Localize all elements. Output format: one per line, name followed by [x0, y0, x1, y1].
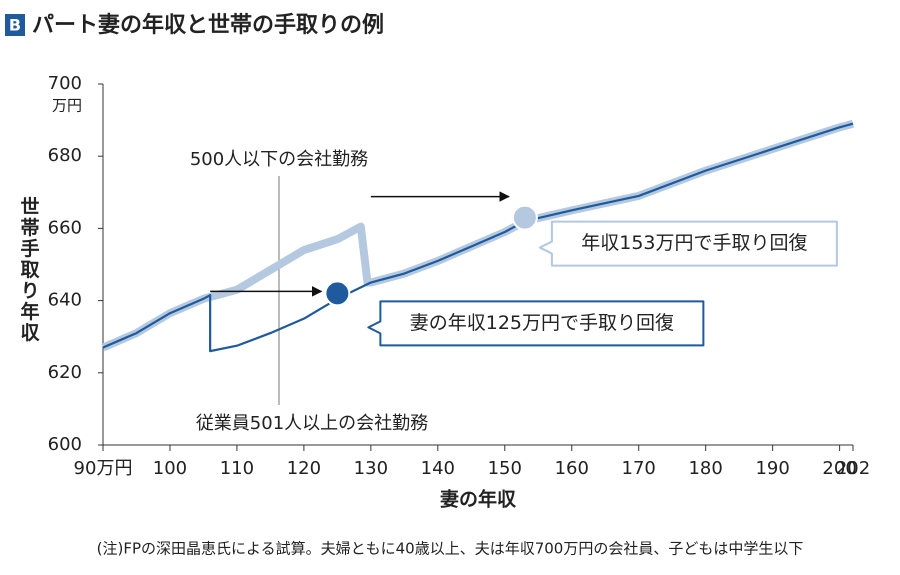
- x-tick-label: 200: [822, 458, 856, 479]
- callout: [538, 220, 838, 267]
- x-tick-label: 100: [153, 458, 187, 479]
- y-unit: 万円: [52, 97, 82, 115]
- badge-box: [5, 14, 25, 36]
- chart-title: パート妻の年収と世帯の手取りの例: [32, 12, 384, 38]
- x-tick-label: 150: [488, 458, 522, 479]
- callout: [367, 300, 705, 347]
- x-axis-title: 妻の年収: [440, 488, 517, 511]
- note: (注)FPの深田晶恵氏による試算。夫婦ともに40歳以上、夫は年収700万円の会社…: [97, 540, 804, 558]
- callout-label: 妻の年収125万円で手取り回復: [410, 312, 674, 334]
- x-tick-label: 190: [755, 458, 789, 479]
- marker: [324, 280, 351, 307]
- x-tick-label: 140: [421, 458, 455, 479]
- x-tick-label: 110: [220, 458, 254, 479]
- x-tick-label: 180: [688, 458, 722, 479]
- annotation: 500人以下の会社勤務: [190, 149, 368, 170]
- marker: [511, 204, 538, 231]
- y-tick-label: 620: [48, 362, 82, 383]
- annotation: 従業員501人以上の会社勤務: [196, 413, 428, 434]
- line: [102, 122, 854, 353]
- x-tick-label: 120: [287, 458, 321, 479]
- y-tick-label: 700: [48, 73, 82, 94]
- x-tick-label: 130: [354, 458, 388, 479]
- y-axis-title: 世帯手取り年収: [18, 196, 40, 343]
- x-tick-label: 170: [622, 458, 656, 479]
- y-tick-label: 660: [48, 217, 82, 238]
- callout-label: 年収153万円で手取り回復: [581, 232, 807, 254]
- badge: B: [9, 16, 21, 35]
- y-tick-label: 640: [48, 290, 82, 311]
- y-tick-label: 680: [48, 145, 82, 166]
- y-tick-label: 600: [48, 434, 82, 455]
- x-tick-label: 90万円: [74, 458, 133, 479]
- x-tick-label: 160: [555, 458, 589, 479]
- x-tick-label: 202: [836, 458, 870, 479]
